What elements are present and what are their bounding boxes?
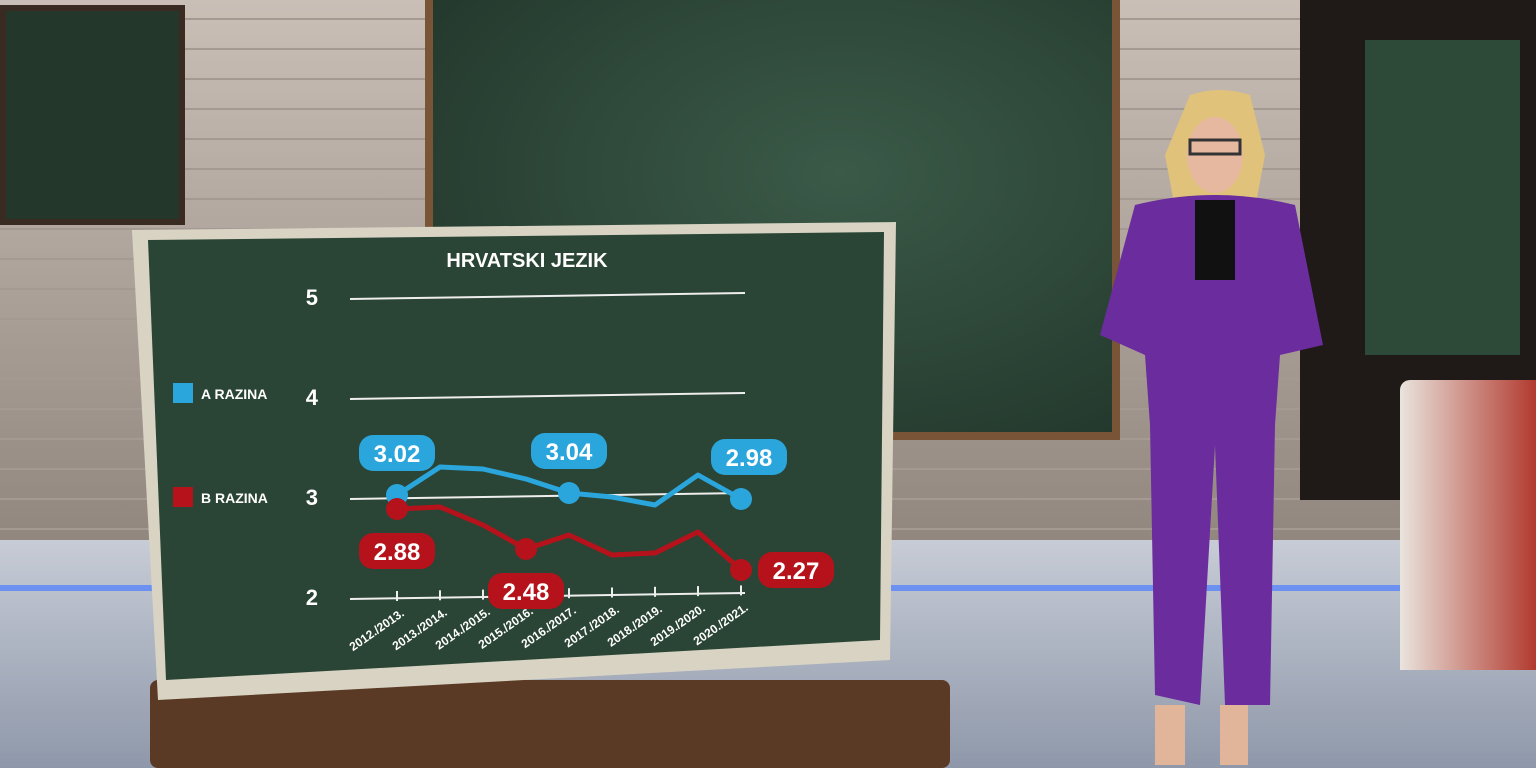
gridline: [349, 292, 746, 300]
data-label: 3.02: [374, 441, 421, 468]
legend-swatch: [173, 383, 193, 403]
studio-desk: [1400, 380, 1536, 670]
y-tick-label: 3: [306, 485, 318, 510]
data-label-badge: [711, 439, 787, 475]
door-panel: [1365, 40, 1520, 355]
gridline: [349, 392, 746, 400]
data-point: [386, 498, 408, 520]
data-label: 2.88: [374, 539, 421, 566]
data-label: 2.98: [726, 445, 773, 472]
chart-title: HRVATSKI JEZIK: [446, 250, 608, 272]
data-label-badge: [531, 433, 607, 469]
y-tick-label: 2: [306, 585, 318, 610]
data-label-badge: [758, 552, 834, 588]
data-label: 2.48: [503, 579, 550, 606]
data-label: 2.27: [773, 558, 820, 585]
data-label-badge: [359, 435, 435, 471]
y-tick-label: 5: [306, 285, 318, 310]
data-point: [730, 488, 752, 510]
legend-label: B RAZINA: [201, 490, 268, 506]
series-line: [396, 504, 743, 572]
data-label-badge: [359, 533, 435, 569]
data-point: [730, 559, 752, 581]
board-frame: [132, 222, 896, 700]
data-point: [558, 482, 580, 504]
presenter: [1100, 90, 1323, 765]
small-chalkboard: [0, 5, 185, 225]
y-tick-label: 4: [306, 385, 319, 410]
data-point: [515, 538, 537, 560]
data-label-badge: [488, 573, 564, 609]
legend-label: A RAZINA: [201, 386, 267, 402]
gridline: [349, 492, 746, 500]
bench: [150, 680, 950, 768]
legend-swatch: [173, 487, 193, 507]
data-label: 3.04: [546, 439, 593, 466]
